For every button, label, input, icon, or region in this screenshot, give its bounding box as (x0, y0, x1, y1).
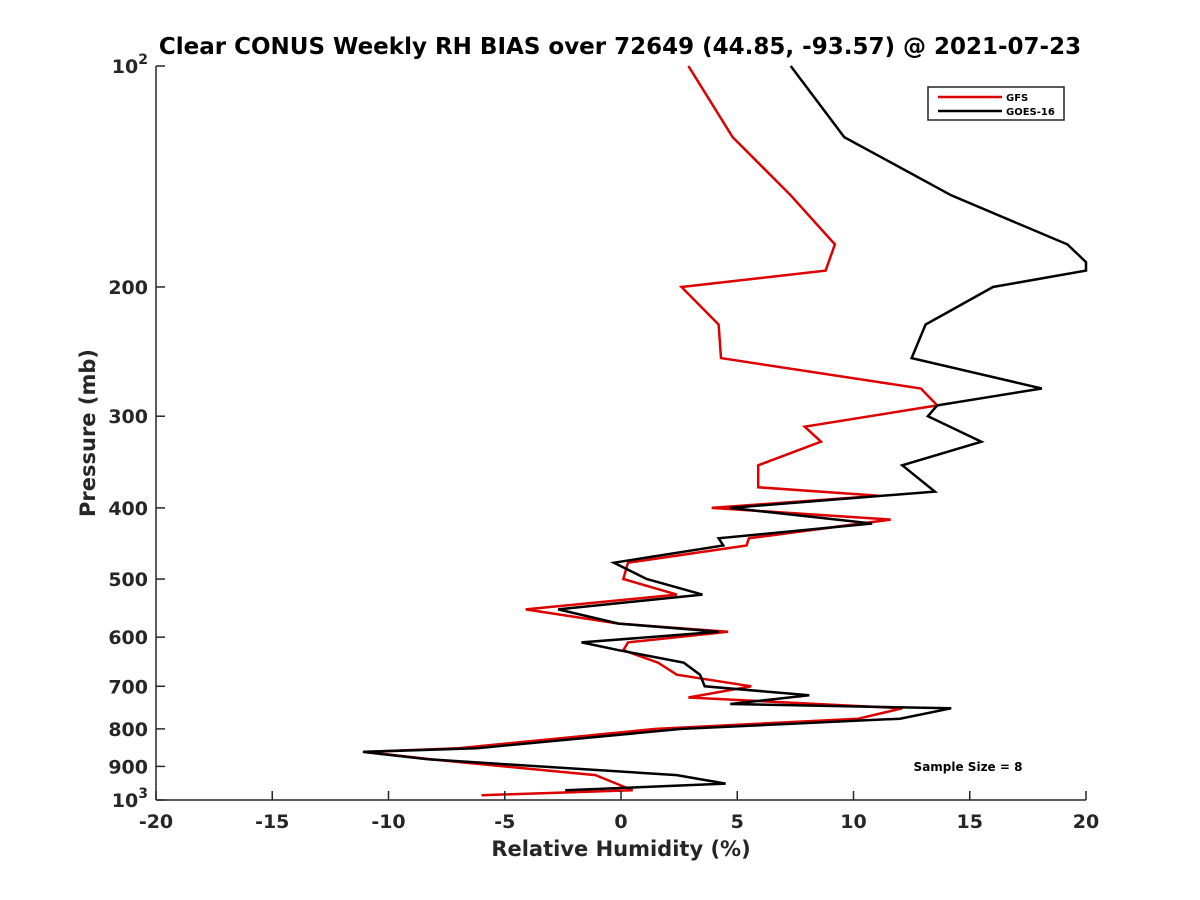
x-tick-label: 0 (614, 811, 627, 833)
y-tick-label: 103 (112, 786, 148, 812)
x-tick-label: 15 (957, 811, 983, 833)
legend-label-gfs: GFS (1006, 93, 1028, 104)
y-tick-label: 102 (112, 52, 148, 78)
series-line-goes16 (362, 65, 1088, 792)
x-tick-label: 20 (1073, 811, 1099, 833)
y-axis: 102 200 300 400 500 600 700 800 900 103 (108, 52, 165, 812)
x-axis: -20 -15 -10 -5 0 5 10 15 20 (139, 791, 1099, 833)
sample-size-annotation: Sample Size = 8 (914, 760, 1023, 774)
x-tick-label: -10 (371, 811, 405, 833)
plot-area (155, 66, 1086, 801)
y-tick-label: 200 (108, 277, 148, 299)
x-axis-label: Relative Humidity (%) (491, 837, 750, 861)
x-tick-label: 5 (731, 811, 744, 833)
series-layer (362, 65, 1088, 797)
legend: GFS GOES-16 (927, 86, 1065, 121)
x-tick-label: -20 (139, 811, 173, 833)
y-tick-label: 700 (108, 676, 148, 698)
y-tick-label: 600 (108, 627, 148, 649)
x-tick-label: 10 (840, 811, 866, 833)
y-tick-label: 400 (108, 498, 148, 520)
legend-label-goes16: GOES-16 (1006, 107, 1055, 118)
y-tick-label: 500 (108, 569, 148, 591)
x-tick-label: -5 (494, 811, 515, 833)
y-axis-label: Pressure (mb) (76, 349, 100, 517)
y-tick-label: 800 (108, 719, 148, 741)
legend-box (927, 86, 1065, 121)
y-tick-label: 900 (108, 756, 148, 778)
series-line-gfs (365, 65, 940, 797)
y-tick-label: 300 (108, 406, 148, 428)
x-tick-label: -15 (255, 811, 289, 833)
chart-title: Clear CONUS Weekly RH BIAS over 72649 (4… (159, 34, 1081, 60)
